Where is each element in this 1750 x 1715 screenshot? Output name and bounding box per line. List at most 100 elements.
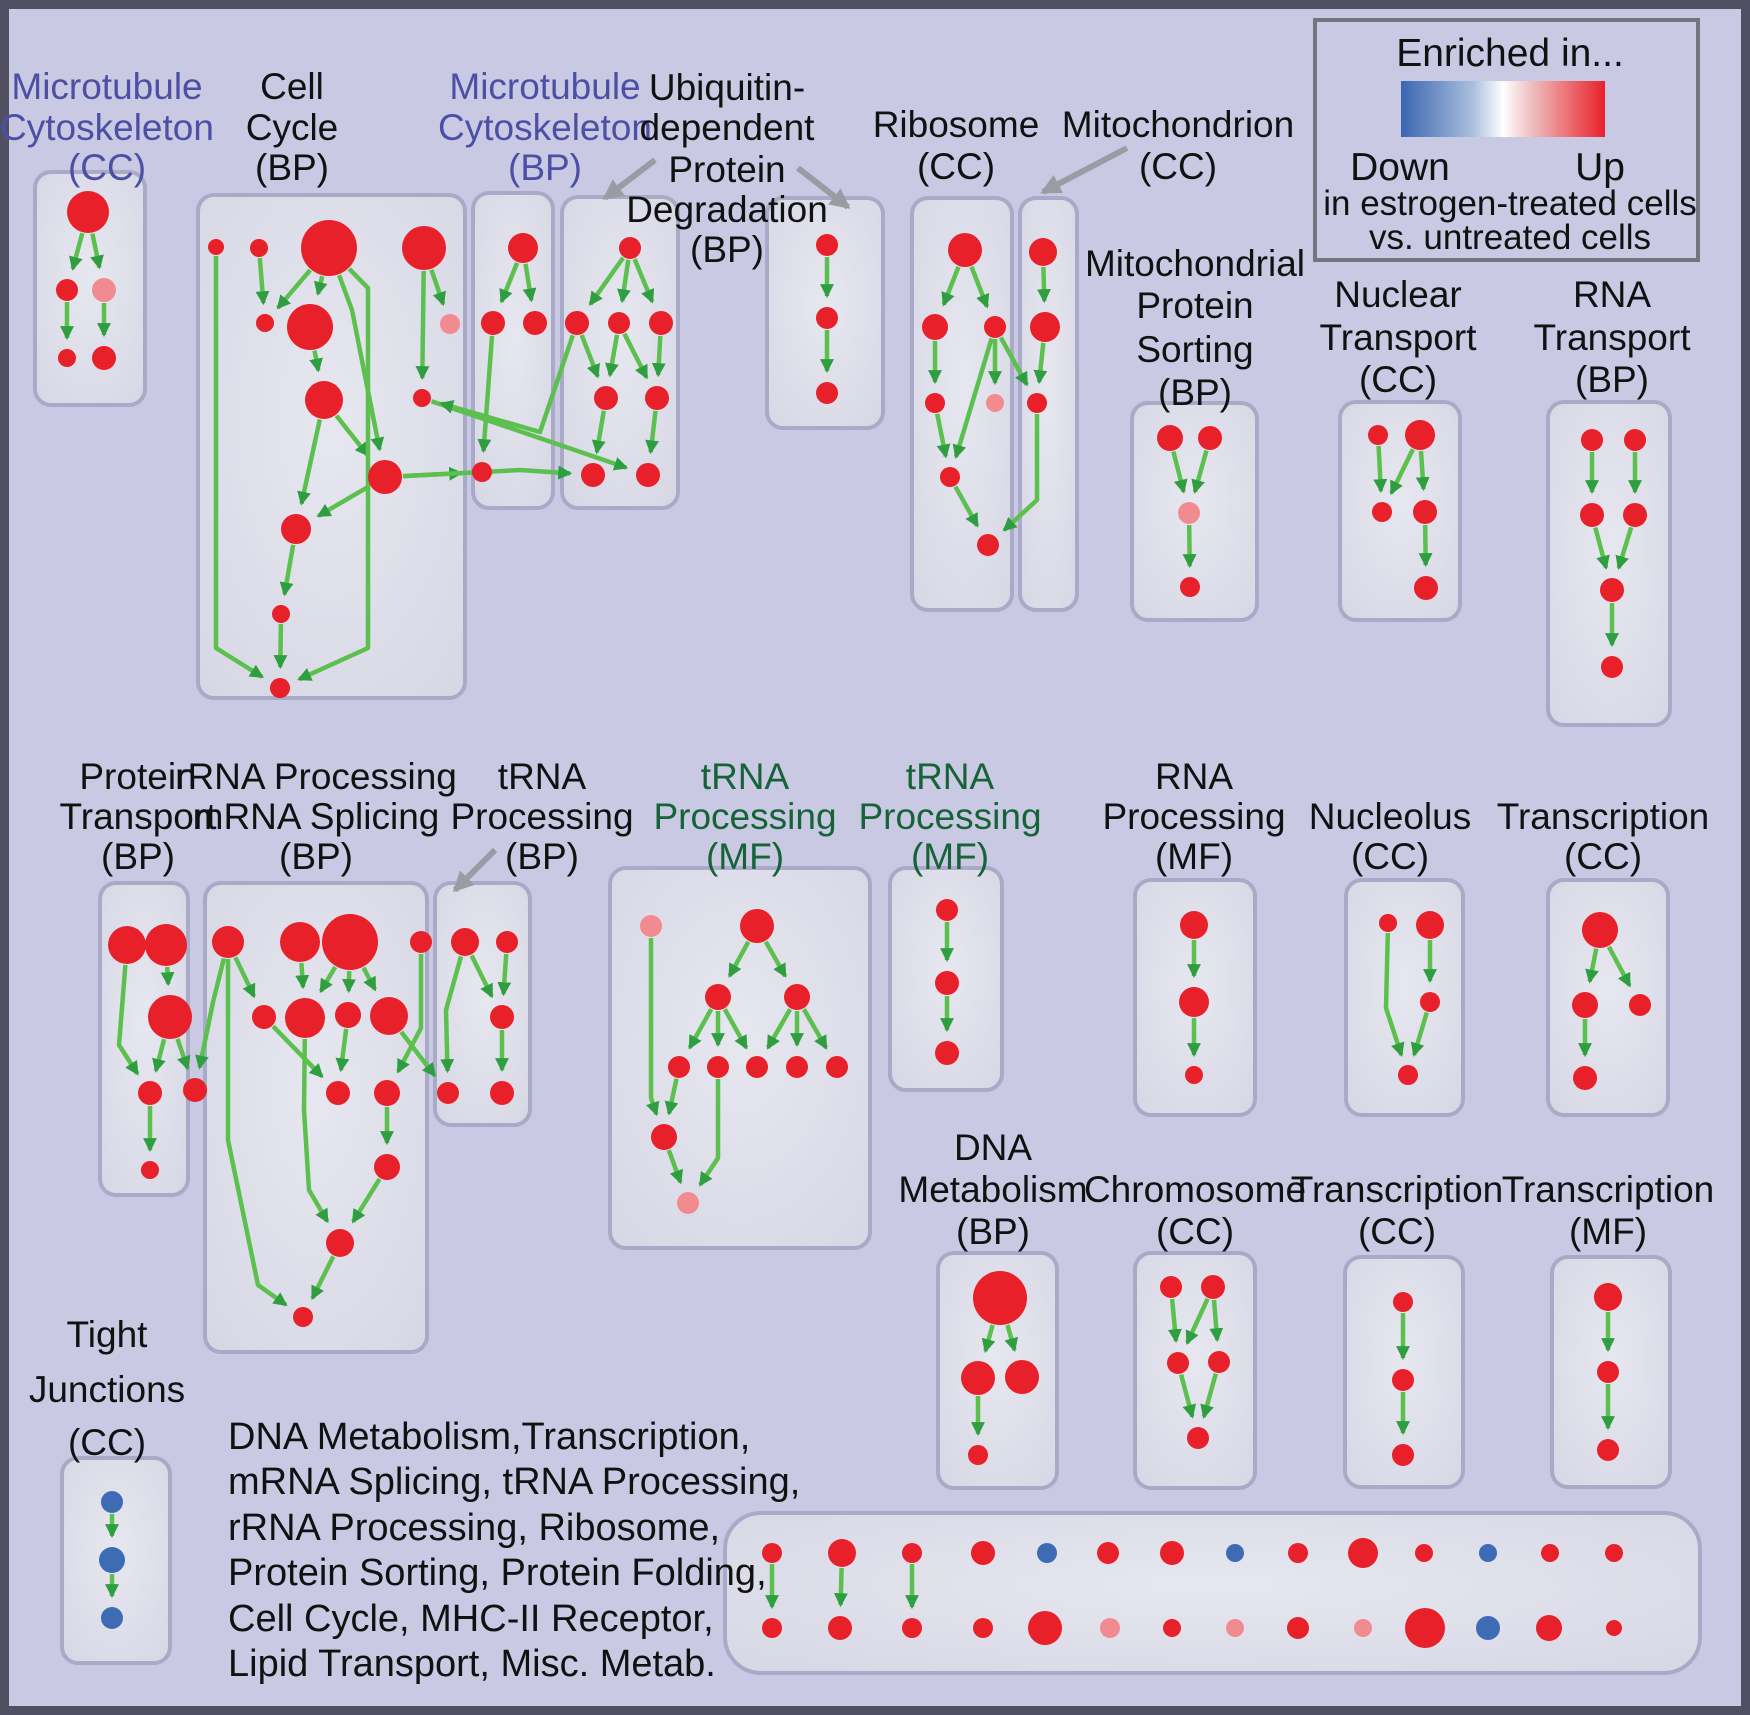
go-node-t5	[1600, 578, 1624, 602]
cluster-label-mitosort-line3: (BP)	[1158, 372, 1232, 413]
edge-d1-d2	[981, 1324, 996, 1354]
legend: Enriched in... Down Up in estrogen-treat…	[1313, 18, 1700, 262]
edge-ta-tc	[469, 954, 494, 999]
go-node-bt8	[1226, 1544, 1244, 1562]
go-node-c5	[256, 314, 274, 332]
cluster-label-nucleolus-line0: Nucleolus	[1308, 796, 1472, 837]
cluster-label-rnaprocessing-line1: Processing	[1102, 796, 1286, 837]
go-node-c4	[402, 226, 446, 270]
go-node-bb4	[973, 1618, 993, 1638]
go-node-u4	[649, 311, 673, 335]
cluster-label-proteintransport-line2: (BP)	[101, 836, 175, 877]
cluster-box-nucleolus	[1344, 878, 1465, 1117]
go-node-rI	[326, 1081, 350, 1105]
edge-p2-p3	[160, 966, 175, 987]
cluster-label-rrna-line2: (BP)	[279, 836, 353, 877]
go-node-m4	[58, 349, 76, 367]
go-node-rD	[410, 931, 432, 953]
cluster-label-mtcc-line0: Microtubule	[11, 66, 203, 107]
edge-mb1-mb3	[522, 263, 537, 303]
go-node-t6	[1601, 656, 1623, 678]
go-node-p2	[145, 924, 187, 966]
go-node-v3	[816, 382, 838, 404]
edge-c6-c8	[309, 350, 323, 373]
go-node-mt3	[1027, 393, 1047, 413]
edge-rF-rP	[301, 1038, 330, 1224]
edge-u4-u6	[651, 335, 666, 378]
cluster-label-trnamf-large-line2: (MF)	[705, 836, 785, 877]
go-node-c13	[413, 389, 431, 407]
go-node-bb11	[1405, 1608, 1445, 1648]
go-node-v2	[816, 307, 838, 329]
edge-c8-c10	[297, 419, 322, 506]
edge-rA-p5	[195, 957, 227, 1070]
go-node-g2	[707, 1056, 729, 1078]
go-node-n4	[1413, 500, 1437, 524]
go-node-bb12	[1476, 1616, 1500, 1640]
go-node-td	[437, 1082, 459, 1104]
edge-u2-c13	[439, 334, 575, 435]
cluster-label-ubiquitin-line4: (BP)	[690, 229, 764, 270]
cluster-label-transcription-cc-bottom-line0: Transcription	[1290, 1169, 1504, 1210]
note-line: Protein Sorting, Protein Folding,	[228, 1552, 767, 1594]
edge-c11-c12	[273, 623, 288, 670]
go-node-x3	[1392, 1444, 1414, 1466]
cluster-label-rnatransport-line2: (BP)	[1575, 359, 1649, 400]
cluster-label-nucleartransport-line2: (CC)	[1358, 359, 1438, 400]
cluster-label-mitosort-line2: Sorting	[1136, 329, 1254, 370]
edge-rA-rQ	[225, 959, 288, 1307]
edge-c4-c7	[429, 269, 446, 307]
go-node-bt2	[828, 1539, 856, 1567]
cluster-label-mtcc-line1: Cytoskeleton	[0, 107, 214, 148]
note-line: Lipid Transport, Misc. Metab.	[228, 1643, 716, 1685]
go-node-mb2	[481, 311, 505, 335]
cluster-label-ubiquitin-line2: Protein	[668, 149, 786, 190]
go-node-y1	[1594, 1283, 1622, 1311]
cluster-label-mitochondrion-line1: (CC)	[1138, 146, 1218, 187]
go-node-u3	[608, 312, 630, 334]
go-node-s3	[1178, 502, 1200, 524]
edge-u3-u5	[605, 334, 620, 378]
edge-r6-r7	[953, 485, 980, 528]
cluster-label-rnaprocessing-line0: RNA	[1154, 756, 1234, 797]
go-node-mb1	[508, 233, 538, 263]
go-node-bb6	[1100, 1618, 1120, 1638]
legend-gradient-bar	[1401, 81, 1605, 137]
go-node-c2	[250, 239, 268, 257]
go-node-bt1	[762, 1543, 782, 1563]
cluster-label-ubiquitin-line1: dependent	[639, 107, 815, 148]
cluster-label-ribosome-line0: Ribosome	[872, 104, 1040, 145]
go-node-w2	[1572, 992, 1598, 1018]
go-node-bt6	[1097, 1542, 1119, 1564]
edge-r1-r3	[969, 265, 990, 309]
edge-rP-rQ	[310, 1255, 336, 1301]
cluster-label-dnametabolism-line0: DNA	[953, 1127, 1033, 1168]
edge-u1-u2	[588, 256, 625, 306]
go-node-c7	[440, 314, 460, 334]
cluster-label-trnabp-line1: Processing	[450, 796, 634, 837]
edge-bt2-bb2	[833, 1567, 848, 1608]
edge-gc-g3	[722, 1008, 749, 1050]
go-node-u5	[594, 386, 618, 410]
go-node-d3	[1005, 1360, 1039, 1394]
edge-rH-td	[399, 1030, 437, 1078]
go-node-c3	[301, 220, 357, 276]
edge-c8-c9	[334, 414, 370, 457]
go-node-j3	[101, 1607, 123, 1629]
note-line: mRNA Splicing, tRNA Processing,	[228, 1461, 801, 1503]
go-node-tb	[496, 931, 518, 953]
cluster-label-rrna-line0: rRNA Processing	[175, 756, 457, 797]
go-node-bt12	[1479, 1544, 1497, 1562]
edge-k3-k5	[1178, 1374, 1196, 1419]
edge-g1-gm	[664, 1078, 679, 1116]
cluster-label-mtbp-line0: Microtubule	[449, 66, 641, 107]
cluster-label-chromosome-line0: Chromosome	[1083, 1169, 1307, 1210]
go-node-m1	[67, 191, 109, 233]
go-node-k3	[1167, 1352, 1189, 1374]
go-node-mb4	[472, 462, 492, 482]
edge-gc-g1	[687, 1008, 714, 1050]
edge-d1-d3	[1004, 1324, 1019, 1353]
cluster-box-misc-band	[723, 1511, 1702, 1675]
edge-rB-rF	[295, 962, 310, 990]
edge-c1-c12	[213, 256, 264, 679]
